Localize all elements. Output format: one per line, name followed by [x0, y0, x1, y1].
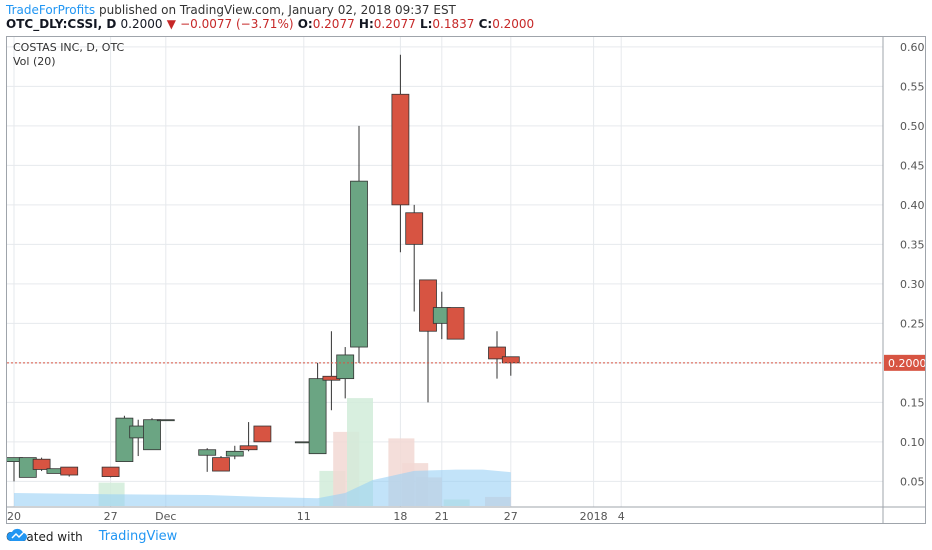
open-value: 0.2077	[312, 17, 355, 31]
open-label: O:	[297, 17, 313, 31]
candle-body	[405, 212, 424, 245]
down-triangle-icon: ▼	[166, 17, 176, 31]
candle	[239, 422, 258, 452]
candle	[488, 331, 506, 379]
y-tick-label: 0.5500	[900, 80, 925, 93]
low-value: 0.1837	[432, 17, 475, 31]
candle-body	[143, 419, 161, 451]
tradingview-brand[interactable]: TradingView	[98, 529, 178, 544]
volume-ma-area	[14, 469, 511, 506]
y-tick-label: 0.1000	[900, 436, 925, 449]
candle	[225, 445, 244, 460]
candle	[308, 362, 327, 455]
x-tick-label: 11	[297, 510, 311, 523]
candle	[391, 54, 410, 253]
candle	[501, 356, 520, 376]
x-tick-label: 27	[104, 510, 118, 523]
volume-indicator-label: Vol (20)	[13, 55, 56, 68]
symbol-label: OTC_DLY:CSSI, D	[6, 17, 117, 31]
candle	[198, 448, 217, 472]
candle	[336, 347, 355, 399]
candle-body	[32, 458, 51, 470]
symbol-ohlc-row: OTC_DLY:CSSI, D 0.2000 ▼ −0.0077 (−3.71%…	[6, 16, 534, 32]
chart-title: COSTAS INC, D, OTC	[13, 41, 125, 54]
candle-body	[391, 93, 410, 206]
candle	[446, 307, 465, 340]
y-tick-label: 0.3000	[900, 278, 925, 291]
current-price-badge: 0.2000	[884, 354, 925, 371]
candle-body	[308, 378, 327, 455]
footer: Created with TradingView	[6, 528, 177, 546]
candle-body	[212, 457, 230, 472]
author-link[interactable]: TradeForProfits	[6, 3, 96, 17]
candle-body	[239, 445, 258, 451]
candle-body	[101, 466, 120, 477]
price-chart[interactable]: 0.6000 0.5500 0.5000 0.4500 0.4000 0.3500 0.30…	[7, 37, 925, 523]
close-label: C:	[478, 17, 493, 31]
x-tick-label: 21	[435, 510, 449, 523]
x-tick-label: 18	[393, 510, 407, 523]
candle-body	[501, 356, 520, 364]
high-label: H:	[358, 17, 374, 31]
candle-body	[488, 346, 506, 360]
x-tick-label: Dec	[155, 510, 176, 523]
y-tick-label: 0.4500	[900, 159, 925, 172]
publish-header: TradeForProfits published on TradingView…	[6, 2, 926, 18]
candle-body	[350, 180, 368, 348]
published-text: published on TradingView.com, January 02…	[98, 3, 456, 17]
candle-body	[336, 354, 355, 380]
change-value: −0.0077 (−3.71%)	[180, 17, 294, 31]
candle	[419, 279, 437, 403]
candle	[32, 457, 51, 472]
candle	[253, 425, 272, 443]
candle	[156, 419, 175, 422]
candle	[405, 204, 424, 312]
candle-body	[198, 449, 217, 456]
candle-body	[446, 307, 465, 340]
candle	[101, 466, 120, 478]
candle-body	[115, 417, 134, 462]
current-price-label: 0.2000	[888, 357, 925, 370]
high-value: 0.2077	[373, 17, 416, 31]
y-tick-label: 0.2500	[900, 317, 925, 330]
y-tick-label: 0.5000	[900, 120, 925, 133]
x-tick-label: 27	[504, 510, 518, 523]
candle-body	[419, 279, 437, 332]
low-label: L:	[419, 17, 433, 31]
candle-body	[60, 466, 79, 476]
last-price: 0.2000	[120, 17, 163, 31]
x-tick-label: 20	[7, 510, 21, 523]
x-tick-label: 4	[618, 510, 625, 523]
y-tick-label: 0.3500	[900, 238, 925, 251]
y-tick-label: 0.0500	[900, 475, 925, 488]
created-with-text: Created with	[6, 530, 83, 544]
x-tick-label: 2018	[580, 510, 608, 523]
current-price-badge-bg	[884, 354, 925, 371]
candle	[350, 125, 368, 363]
y-tick-label: 0.1500	[900, 396, 925, 409]
candle	[212, 456, 230, 472]
candle-body	[253, 425, 272, 443]
candle	[143, 418, 161, 451]
y-tick-label: 0.6000	[900, 41, 925, 54]
candle-body	[225, 450, 244, 457]
candle	[60, 466, 79, 477]
candle	[115, 415, 134, 462]
chart-area[interactable]: 0.6000 0.5500 0.5000 0.4500 0.4000 0.3500 0.30…	[6, 36, 926, 524]
close-value: 0.2000	[492, 17, 535, 31]
y-tick-label: 0.4000	[900, 199, 925, 212]
candle-body	[156, 419, 175, 422]
